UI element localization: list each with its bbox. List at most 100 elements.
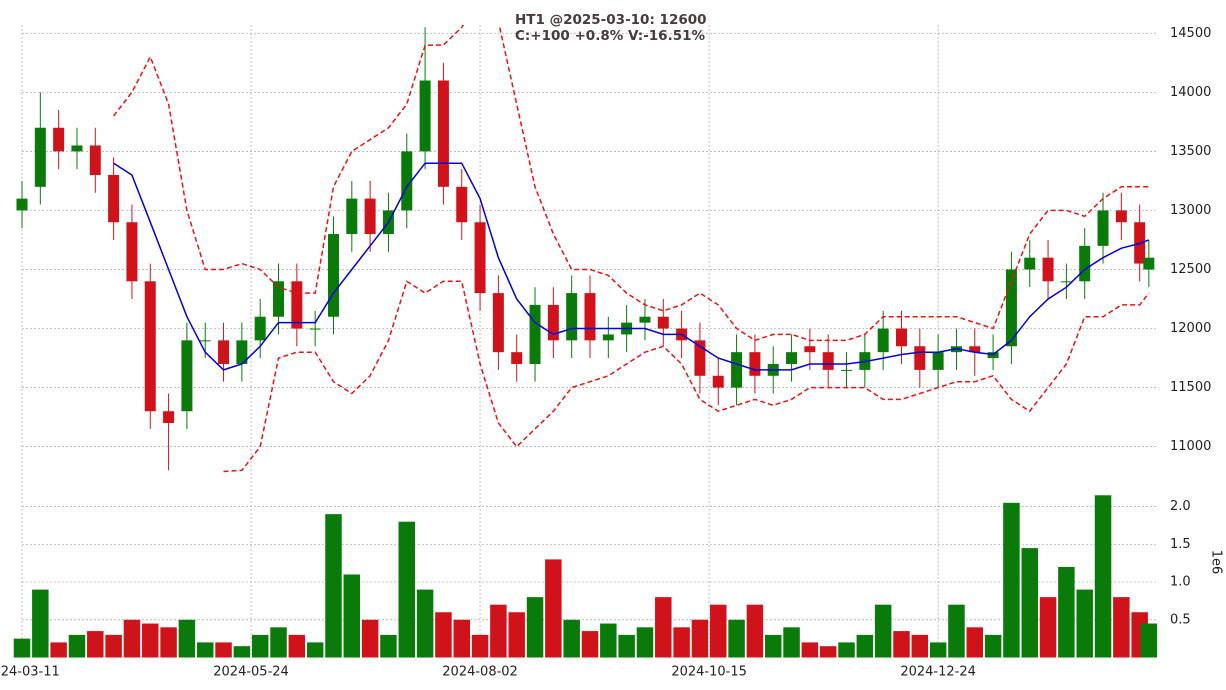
volume-bar <box>783 627 800 658</box>
volume-bar <box>856 634 874 658</box>
candle-body <box>218 340 230 364</box>
volume-bar <box>874 604 892 658</box>
volume-bar <box>490 604 507 658</box>
candle-body <box>1060 281 1072 283</box>
candle-body <box>584 293 596 341</box>
candle-body <box>511 352 523 364</box>
volume-bar <box>68 634 86 658</box>
y-tick-label: 12500 <box>1170 262 1211 277</box>
candle-body <box>1143 257 1155 270</box>
volume-bar <box>929 642 947 658</box>
x-tick-label: 2024-05-24 <box>213 665 289 680</box>
volume-bar <box>380 634 397 658</box>
volume-bar <box>196 642 214 658</box>
candle-body <box>731 352 743 388</box>
x-tick-label: 2024-03-11 <box>0 665 60 680</box>
candle-body <box>932 352 944 370</box>
volume-bar <box>691 619 709 658</box>
candle-body <box>16 198 28 211</box>
volume-bar <box>1094 495 1112 658</box>
y2-tick-label: 1.0 <box>1170 575 1191 590</box>
volume-bar <box>655 597 672 658</box>
volume-bar <box>471 634 489 658</box>
volume-bar <box>160 627 177 658</box>
candle-body <box>181 340 193 412</box>
candle-body <box>437 80 449 187</box>
candle-body <box>914 346 926 370</box>
volume-bar <box>948 604 965 658</box>
y-tick-label: 12000 <box>1170 321 1211 336</box>
candle-body <box>841 369 853 371</box>
volume-bar <box>1113 597 1130 658</box>
volume-bar <box>581 631 599 658</box>
candle-body <box>309 328 321 330</box>
volume-bar <box>306 642 324 658</box>
candle-body <box>1097 210 1109 246</box>
candle-body <box>639 316 651 323</box>
y-tick-label: 13500 <box>1170 144 1211 159</box>
candle-body <box>547 304 559 341</box>
volume-bar <box>618 634 635 658</box>
candle-body <box>53 127 65 152</box>
chart-title: HT1 @2025-03-10: 12600 <box>515 12 707 28</box>
y-tick-label: 11000 <box>1170 439 1211 454</box>
candle-body <box>492 293 504 353</box>
overlay-layer <box>113 25 1150 473</box>
volume-bar <box>142 623 159 658</box>
candle-body <box>236 340 248 364</box>
candle-body <box>694 340 706 376</box>
volume-bar <box>398 521 416 658</box>
candle-body <box>419 80 431 152</box>
y2-tick-label: 1.5 <box>1170 537 1191 552</box>
candle-body <box>1005 269 1017 347</box>
volume-bar <box>819 646 837 658</box>
volume-bar <box>1039 597 1057 658</box>
candle-body <box>804 346 816 353</box>
volume-bar <box>325 514 342 658</box>
volume-bar <box>728 619 745 658</box>
candle-body <box>822 352 834 370</box>
candle-body <box>327 234 339 317</box>
volume-bar <box>673 627 690 658</box>
volume-bar <box>600 623 617 658</box>
volume-bar <box>343 574 361 658</box>
volume-bar <box>764 634 782 658</box>
candle-body <box>71 145 83 152</box>
candle-body <box>895 328 907 347</box>
y2-tick-label: 0.5 <box>1170 612 1191 627</box>
volume-bar <box>893 631 910 658</box>
volume-bar <box>251 634 269 658</box>
y-tick-label: 14000 <box>1170 85 1211 100</box>
candle-body <box>144 281 156 412</box>
volume-bar <box>416 589 434 658</box>
candle-body <box>602 334 614 341</box>
candle-body <box>126 222 138 282</box>
volume-bar <box>13 638 31 658</box>
x-tick-label: 2024-12-24 <box>900 665 976 680</box>
volume-bar <box>984 634 1002 658</box>
volume-bar <box>966 627 984 658</box>
volume-bar <box>636 627 654 658</box>
candle-body <box>712 375 724 388</box>
volume-bar <box>50 642 67 658</box>
candle-body <box>108 175 120 223</box>
volume-bar <box>453 619 470 658</box>
moving-average-line <box>113 162 1150 371</box>
candle-body <box>1042 257 1054 282</box>
band-line <box>223 280 1150 473</box>
candle-body <box>291 281 303 329</box>
candle-body <box>163 411 175 424</box>
volume-bar <box>215 642 232 658</box>
candle-body <box>474 222 486 294</box>
x-tick-label: 2024-08-02 <box>442 665 518 680</box>
volume-bar <box>288 634 306 658</box>
volume-bar <box>32 589 49 658</box>
volume-bar <box>563 619 580 658</box>
y-tick-label: 11500 <box>1170 380 1211 395</box>
volume-bar <box>710 604 727 658</box>
volume-bar <box>1076 589 1093 658</box>
volume-bar <box>105 634 122 658</box>
candle-body <box>749 352 761 376</box>
candle-body <box>273 281 285 317</box>
